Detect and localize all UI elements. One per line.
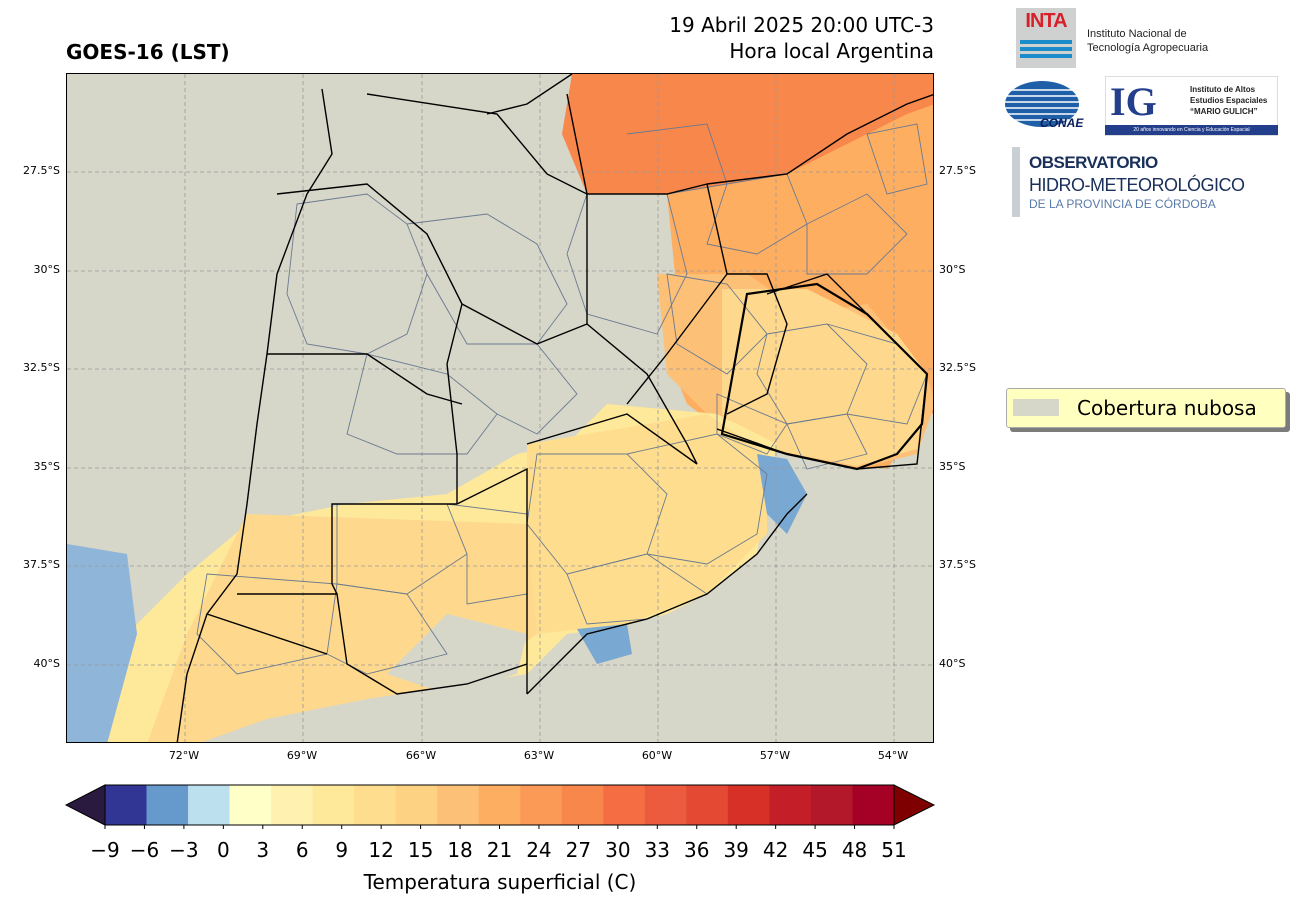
map-canvas — [67, 74, 933, 742]
ig-name-line: Estudios Espaciales — [1190, 96, 1268, 105]
lat-tick-right: 30°S — [939, 263, 966, 276]
lon-tick: 66°W — [405, 749, 437, 762]
cloud-legend-swatch — [1013, 399, 1059, 416]
temp-area-coastal-cold — [577, 624, 632, 664]
colorbar-under-arrow — [64, 784, 106, 826]
colorbar-segment — [229, 785, 272, 825]
ig-name: Instituto de Altos Estudios Espaciales “… — [1190, 84, 1267, 117]
colorbar-segment — [520, 785, 563, 825]
colorbar-over-arrow — [893, 784, 936, 826]
colorbar-tick-label: 0 — [216, 838, 230, 862]
map-panel — [66, 73, 934, 743]
lat-tick-left: 32.5°S — [23, 361, 60, 374]
colorbar-tick-label: 39 — [723, 838, 749, 862]
uruguay-border — [720, 282, 929, 471]
colorbar-tick-label: 51 — [881, 838, 907, 862]
temp-area-andes-cold — [67, 544, 137, 742]
colorbar-tick-label: 3 — [256, 838, 270, 862]
datetime-block: 19 Abril 2025 20:00 UTC-3 Hora local Arg… — [560, 12, 934, 64]
inta-logo-mark: INTA — [1025, 10, 1067, 32]
colorbar-segment — [561, 785, 604, 825]
colorbar-segment — [769, 785, 812, 825]
colorbar-tick-label: −9 — [90, 838, 120, 862]
colorbar-tick-label: 9 — [335, 838, 349, 862]
inta-name-line: Tecnología Agropecuaria — [1087, 42, 1209, 54]
colorbar-tick-label: 30 — [605, 838, 631, 862]
colorbar-tick-label: 24 — [526, 838, 552, 862]
lon-tick: 60°W — [641, 749, 673, 762]
lat-tick-left: 37.5°S — [23, 558, 60, 571]
colorbar-tick-label: 12 — [368, 838, 394, 862]
colorbar-tick-label: 48 — [841, 838, 868, 862]
lon-tick: 57°W — [759, 749, 791, 762]
lat-tick-left: 27.5°S — [23, 164, 60, 177]
map-title: GOES-16 (LST) — [66, 40, 230, 64]
cloud-patch — [387, 614, 527, 694]
lat-tick-right: 27.5°S — [939, 164, 976, 177]
colorbar-tick-label: 42 — [762, 838, 789, 862]
colorbar-segment — [146, 785, 189, 825]
colorbar-segment — [188, 785, 231, 825]
colorbar-tick-label: 15 — [407, 838, 434, 862]
colorbar-segment — [852, 785, 895, 825]
colorbar-tick-label: 18 — [447, 838, 473, 862]
colorbar-segment — [810, 785, 853, 825]
ig-logo-mark: IG — [1110, 79, 1157, 124]
observatorio-title: OBSERVATORIO — [1029, 153, 1158, 172]
inta-logo-bars — [1020, 40, 1072, 61]
cloud-legend-label: Cobertura nubosa — [1077, 396, 1257, 420]
colorbar-tick-label: 21 — [486, 838, 513, 862]
conae-label: CONAE — [1040, 116, 1084, 130]
lat-tick-right: 37.5°S — [939, 558, 976, 571]
inta-name: Instituto Nacional de Tecnología Agropec… — [1087, 27, 1208, 55]
colorbar — [64, 784, 936, 829]
colorbar-label: Temperatura superficial (C) — [363, 870, 637, 894]
colorbar-tick-label: −3 — [169, 838, 199, 862]
colorbar-tick-label: 27 — [565, 838, 592, 862]
colorbar-tick-label: 36 — [684, 838, 710, 862]
lat-tick-left: 40°S — [33, 657, 60, 670]
temp-area-rio-de-la-plata — [757, 454, 807, 534]
lon-tick: 69°W — [286, 749, 318, 762]
conae-logo — [1005, 81, 1079, 127]
colorbar-tick-label: 45 — [802, 838, 828, 862]
colorbar-segment — [644, 785, 687, 825]
colorbar-segment — [603, 785, 646, 825]
temp-area-buenos-aires — [527, 414, 767, 634]
lat-tick-right: 35°S — [939, 460, 966, 473]
lat-tick-left: 35°S — [33, 460, 60, 473]
colorbar-segment — [105, 785, 148, 825]
lat-tick-right: 40°S — [939, 657, 966, 670]
colorbar-segment — [271, 785, 314, 825]
colorbar-segment — [478, 785, 521, 825]
datetime-label: 19 Abril 2025 20:00 UTC-3 — [669, 13, 934, 37]
lat-tick-left: 30°S — [33, 263, 60, 276]
colorbar-segment — [395, 785, 438, 825]
inta-name-line: Instituto Nacional de — [1087, 28, 1187, 40]
lat-tick-right: 32.5°S — [939, 361, 976, 374]
colorbar-segment — [312, 785, 355, 825]
colorbar-segment — [686, 785, 729, 825]
colorbar-tick-label: 33 — [644, 838, 671, 862]
observatorio-province: DE LA PROVINCIA DE CÓRDOBA — [1029, 197, 1216, 211]
colorbar-segment — [727, 785, 770, 825]
lon-tick: 63°W — [523, 749, 555, 762]
ig-strip: 20 años innovando en Ciencia y Educación… — [1105, 125, 1278, 135]
colorbar-segment — [354, 785, 397, 825]
colorbar-segment — [437, 785, 480, 825]
colorbar-tick-label: −6 — [129, 838, 160, 862]
ig-name-line: Instituto de Altos — [1190, 85, 1256, 94]
ig-name-line: “MARIO GULICH” — [1190, 107, 1258, 116]
timezone-note: Hora local Argentina — [729, 39, 934, 63]
colorbar-tick-label: 6 — [295, 838, 309, 862]
lon-tick: 72°W — [168, 749, 200, 762]
lon-tick: 54°W — [877, 749, 909, 762]
inta-logo — [1016, 8, 1076, 68]
observatorio-bar — [1012, 147, 1020, 217]
observatorio-subtitle: HIDRO-METEOROLÓGICO — [1029, 175, 1245, 195]
